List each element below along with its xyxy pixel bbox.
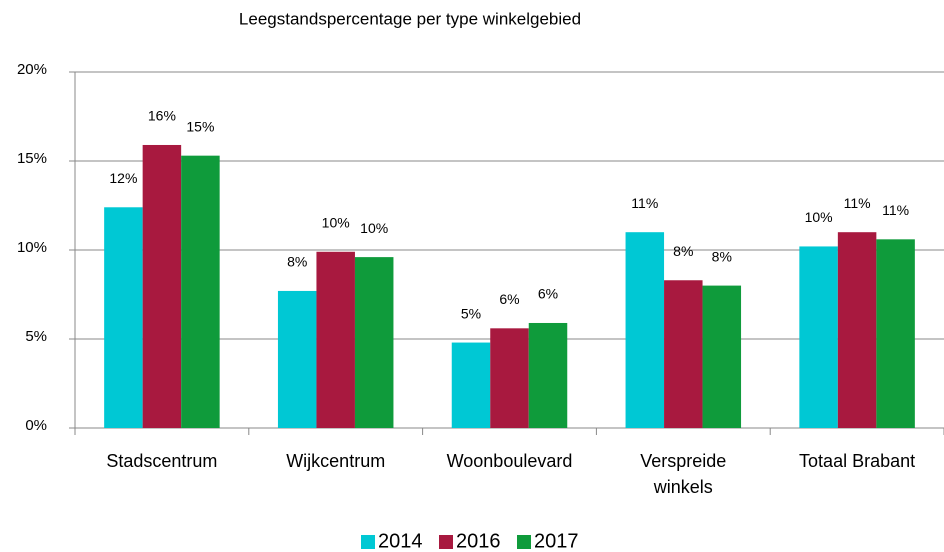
chart-title: Leegstandspercentage per type winkelgebi… [239, 9, 581, 28]
bar [354, 257, 394, 428]
x-tick-label: Stadscentrum [75, 448, 249, 474]
bar [799, 246, 838, 428]
y-tick-label: 0% [25, 417, 47, 434]
value-label: 6% [499, 291, 519, 307]
value-label: 11% [844, 195, 871, 211]
value-label: 6% [538, 286, 558, 302]
value-label: 10% [360, 220, 388, 236]
value-label: 5% [461, 305, 481, 321]
value-label: 16% [148, 108, 176, 124]
value-label: 8% [712, 248, 732, 264]
value-label: 10% [322, 214, 350, 230]
y-tick-label: 5% [25, 328, 47, 345]
x-tick-label: Woonboulevard [423, 448, 597, 474]
bar [625, 232, 665, 428]
value-label: 8% [287, 254, 307, 270]
bar [142, 144, 182, 429]
legend-swatch [439, 535, 453, 549]
value-label: 10% [805, 209, 833, 225]
category-text: Stadscentrum [106, 451, 218, 471]
value-label: 11% [631, 195, 658, 211]
bar [451, 342, 491, 428]
category-text: Woonboulevard [446, 451, 573, 471]
category-text: Wijkcentrum [286, 451, 386, 471]
y-tick-label: 20% [17, 61, 47, 78]
legend-swatch [361, 535, 375, 549]
category-text: Verspreide winkels [640, 451, 727, 497]
value-label: 12% [109, 170, 137, 186]
x-tick-label: Wijkcentrum [249, 448, 423, 474]
bar [528, 322, 568, 428]
legend-label: 2017 [534, 530, 579, 552]
bar [277, 290, 317, 428]
bar [664, 280, 703, 428]
bar [490, 328, 529, 428]
bar [837, 232, 877, 428]
value-label: 11% [882, 202, 909, 218]
value-label: 8% [673, 243, 693, 259]
y-tick-label: 10% [17, 239, 47, 256]
y-tick-label: 15% [17, 150, 47, 167]
legend-swatch [517, 535, 531, 549]
bar [702, 285, 742, 428]
bar [876, 239, 915, 428]
bar [181, 155, 220, 428]
bar [104, 207, 143, 428]
category-text: Totaal Brabant [799, 451, 916, 471]
x-tick-label: Totaal Brabant [770, 448, 944, 474]
x-tick-label: Verspreide winkels [596, 448, 770, 500]
bar [316, 251, 355, 428]
value-label: 15% [186, 118, 214, 134]
legend-label: 2016 [456, 530, 501, 552]
legend-label: 2014 [378, 530, 423, 552]
